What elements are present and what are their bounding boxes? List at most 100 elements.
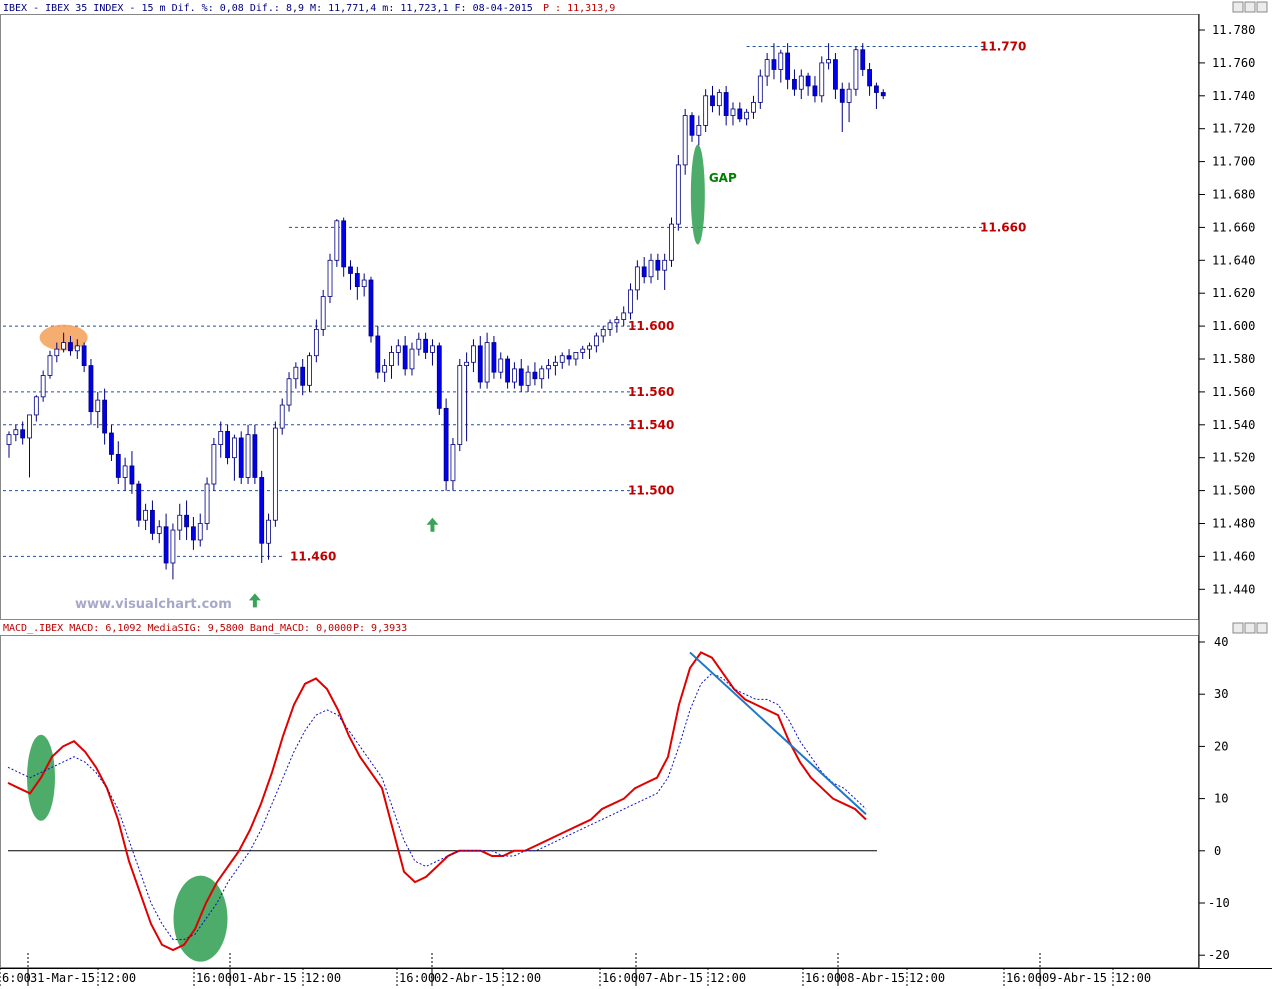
candle-down xyxy=(88,365,94,413)
candle-up xyxy=(457,365,463,445)
level-label: 11.600 xyxy=(628,319,674,333)
candle-up xyxy=(143,509,149,521)
price-y-tick-label: 11.440 xyxy=(1212,582,1255,596)
x-tick-label: 31-Mar-15 xyxy=(30,971,95,985)
candle-up xyxy=(307,355,312,386)
x-tick-label: 01-Abr-15 xyxy=(232,971,297,985)
macd-close-button[interactable] xyxy=(1256,622,1268,634)
macd-minimize-button[interactable] xyxy=(1232,622,1244,634)
x-tick-label: 6:00 xyxy=(2,971,31,985)
price-y-tick-label: 11.680 xyxy=(1212,188,1255,202)
candle-up xyxy=(293,366,299,380)
candle-up xyxy=(853,49,859,90)
level-label: 11.560 xyxy=(628,385,674,399)
candle-up xyxy=(204,483,210,524)
macd-y-tick-label: 40 xyxy=(1214,635,1228,649)
x-tick-label: 16:00 xyxy=(399,971,435,985)
x-tick-label: 12:00 xyxy=(505,971,541,985)
candle-down xyxy=(771,59,777,70)
candle-up xyxy=(95,399,101,413)
candle-down xyxy=(785,52,791,80)
price-layer: 11.770 11.660 11.600 11.560 11.540 11.500 11.4… xyxy=(3,39,1026,608)
candle-down xyxy=(102,399,108,434)
x-tick-label: 02-Abr-15 xyxy=(434,971,499,985)
candle-down xyxy=(491,342,497,373)
candle-down xyxy=(191,526,196,541)
x-tick-label: 12:00 xyxy=(305,971,341,985)
price-window-buttons[interactable] xyxy=(1232,1,1268,13)
candle-up xyxy=(648,259,654,278)
candle-down xyxy=(368,279,374,337)
candle-up xyxy=(416,338,422,350)
close-button[interactable] xyxy=(1256,1,1268,13)
macd-y-tick-label: -10 xyxy=(1208,896,1230,910)
candle-down xyxy=(300,366,306,386)
candle-up xyxy=(580,348,586,353)
candle-up xyxy=(389,352,394,366)
price-header: IBEX - IBEX 35 INDEX - 15 m Dif. %: 0,08… xyxy=(3,3,533,14)
candle-down xyxy=(710,95,715,107)
up-arrow-icon xyxy=(248,593,261,608)
price-y-tick-label: 11.460 xyxy=(1212,549,1255,563)
candle-down xyxy=(238,437,244,478)
candle-down xyxy=(723,92,729,116)
price-y-tick-label: 11.500 xyxy=(1212,484,1255,498)
candle-down xyxy=(880,92,886,97)
candle-up xyxy=(634,266,640,291)
candle-down xyxy=(184,514,189,528)
candle-up xyxy=(675,164,681,225)
price-y-tick-label: 11.740 xyxy=(1212,89,1255,103)
candle-up xyxy=(682,115,688,166)
candle-up xyxy=(266,519,271,544)
candle-up xyxy=(512,368,517,383)
x-tick-label: 07-Abr-15 xyxy=(638,971,703,985)
candle-up xyxy=(778,52,784,70)
candle-up xyxy=(525,371,531,386)
candle-up xyxy=(662,259,668,271)
macd-window-buttons[interactable] xyxy=(1232,622,1268,634)
candle-up xyxy=(703,95,709,126)
price-y-tick-label: 11.580 xyxy=(1212,352,1255,366)
price-y-tick-label: 11.640 xyxy=(1212,253,1255,267)
x-tick-label: 16:00 xyxy=(1006,971,1042,985)
price-y-tick-label: 11.540 xyxy=(1212,418,1255,432)
candle-up xyxy=(464,361,470,366)
candle-up xyxy=(751,101,756,113)
candle-down xyxy=(839,88,845,103)
macd-maximize-button[interactable] xyxy=(1244,622,1256,634)
up-arrow-icon xyxy=(426,517,439,532)
price-y-tick-label: 11.760 xyxy=(1212,56,1255,70)
maximize-button[interactable] xyxy=(1244,1,1256,13)
candle-up xyxy=(539,368,545,380)
x-tick-label: 16:00 xyxy=(602,971,638,985)
x-tick-label: 12:00 xyxy=(1115,971,1151,985)
candle-up xyxy=(593,335,599,347)
candle-down xyxy=(518,368,524,386)
x-tick-label: 09-Abr-15 xyxy=(1042,971,1107,985)
candle-down xyxy=(348,266,353,274)
candle-up xyxy=(320,296,326,330)
price-y-tick-label: 11.520 xyxy=(1212,451,1255,465)
candle-down xyxy=(655,259,661,271)
macd-y-tick-label: 10 xyxy=(1214,792,1228,806)
candle-down xyxy=(566,355,572,360)
macd-header-p: P: 9,3933 xyxy=(353,623,407,634)
candle-down xyxy=(375,335,381,373)
candle-up xyxy=(826,59,831,64)
candle-up xyxy=(33,396,39,416)
minimize-button[interactable] xyxy=(1232,1,1244,13)
candle-up xyxy=(313,328,319,357)
x-tick-label: 12:00 xyxy=(100,971,136,985)
candle-up xyxy=(764,59,770,77)
candle-down xyxy=(252,434,258,478)
candle-down xyxy=(136,483,142,521)
candle-up xyxy=(279,404,285,429)
candle-up xyxy=(471,345,476,363)
candle-up xyxy=(600,328,606,337)
price-header-p: P : 11,313,9 xyxy=(543,3,615,14)
candle-up xyxy=(498,358,504,373)
x-tick-label: 08-Abr-15 xyxy=(840,971,905,985)
candle-down xyxy=(402,345,408,370)
candle-down xyxy=(163,526,169,564)
candle-up xyxy=(546,365,551,370)
